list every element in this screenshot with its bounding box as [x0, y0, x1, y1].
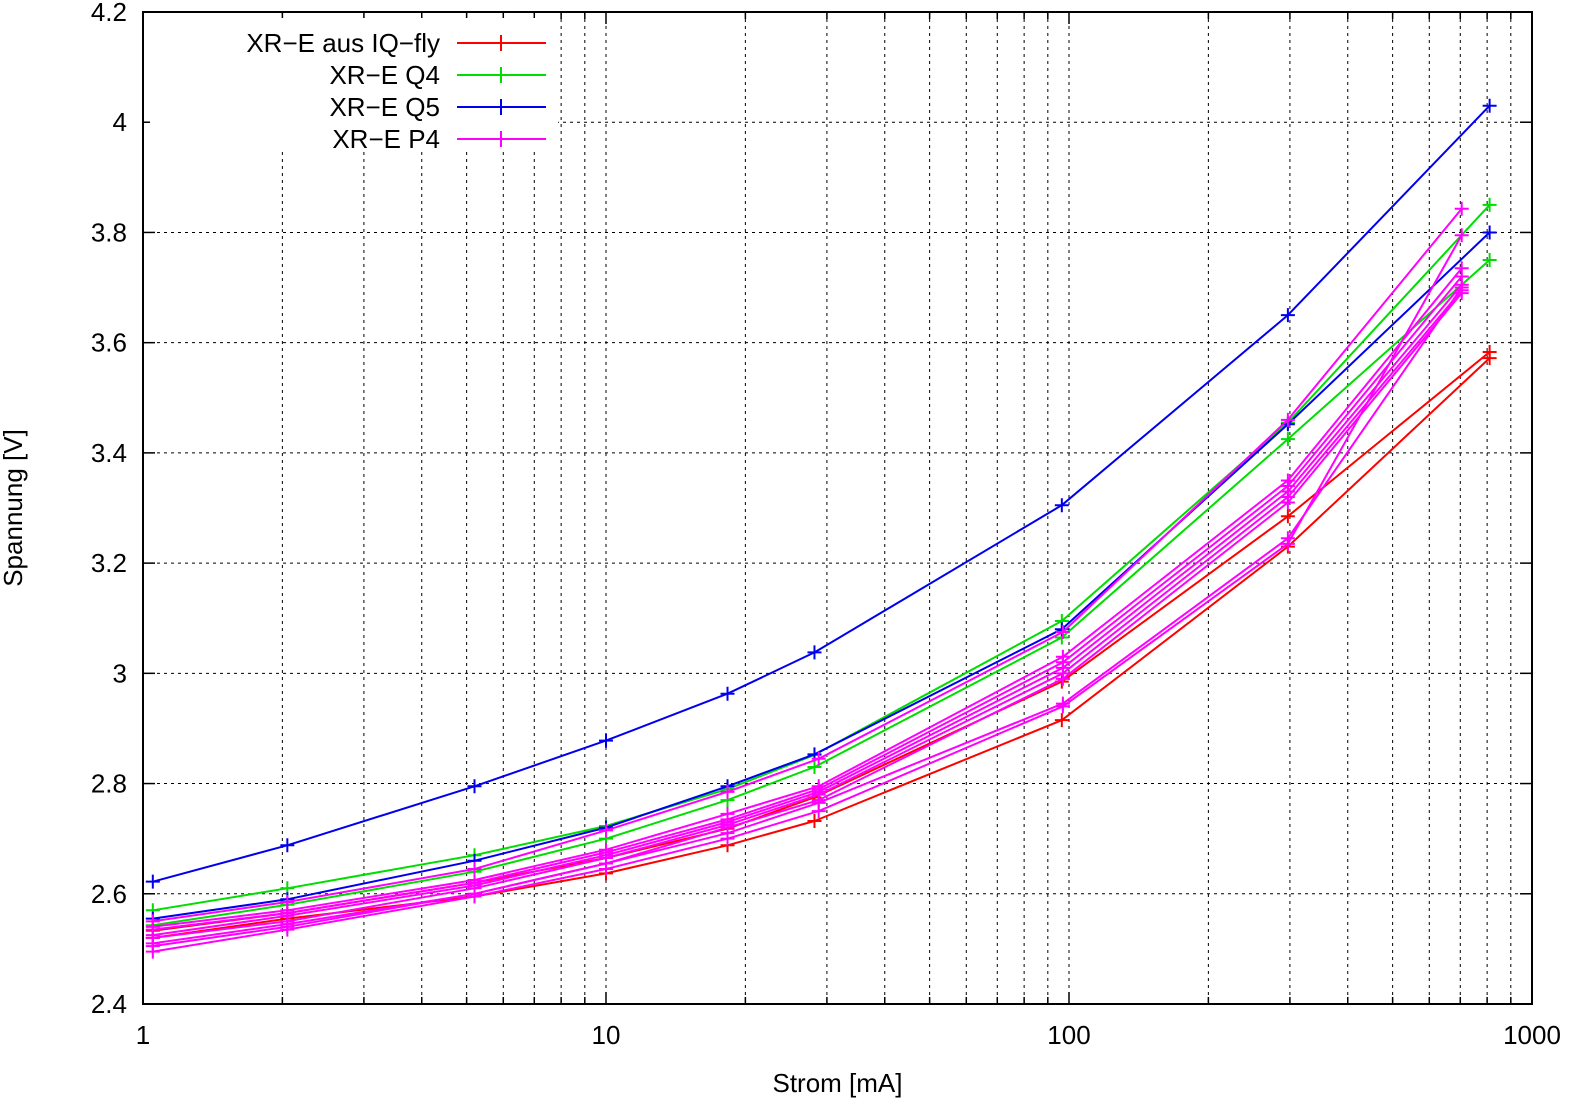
series-line — [152, 275, 1463, 931]
legend-label: XR−E Q4 — [329, 60, 440, 90]
data-point — [1054, 713, 1069, 728]
x-axis-title: Strom [mA] — [772, 1068, 902, 1098]
data-point — [1055, 699, 1070, 714]
y-tick-label: 3.4 — [91, 438, 127, 468]
plot-frame — [142, 11, 1533, 1005]
data-point — [807, 760, 822, 775]
series-line — [152, 289, 1463, 939]
series-line — [152, 287, 1463, 948]
data-point — [599, 733, 613, 748]
data-point — [145, 874, 160, 889]
data-point — [720, 784, 735, 799]
y-tick-label: 3 — [113, 658, 127, 688]
y-tick-label: 3.8 — [91, 217, 127, 247]
y-tick-label: 2.4 — [91, 989, 127, 1019]
y-tick-label: 3.6 — [91, 328, 127, 358]
data-point — [811, 804, 826, 819]
data-point — [1280, 495, 1295, 510]
grid — [143, 12, 1532, 1004]
data-point — [599, 861, 613, 876]
y-tick-label: 2.8 — [91, 769, 127, 799]
series-line — [152, 284, 1463, 937]
axis-ticks: 2.4 2.6 2.8 3 3.2 3.4 3.6 3.8 4 4.2 1 10 100 1000 — [91, 0, 1561, 1050]
x-tick-label: 10 — [592, 1020, 621, 1050]
x-tick-label: 1 — [136, 1020, 150, 1050]
data-point — [1280, 432, 1295, 447]
data-point — [1454, 228, 1469, 243]
data-point — [467, 779, 482, 794]
data-point — [467, 889, 482, 904]
data-point — [1055, 671, 1070, 686]
data-point — [1280, 308, 1295, 323]
series-line — [152, 292, 1463, 945]
data-point — [1482, 345, 1497, 360]
data-point — [280, 922, 295, 937]
series-line — [152, 204, 1491, 912]
data-point — [1280, 536, 1295, 551]
y-tick-label: 3.2 — [91, 548, 127, 578]
series-line — [152, 267, 1463, 928]
data-point — [1482, 98, 1497, 113]
data-point — [1055, 625, 1070, 639]
y-tick-label: 4.2 — [91, 0, 127, 27]
y-tick-label: 2.6 — [91, 879, 127, 909]
series-line — [152, 231, 1491, 920]
x-tick-label: 100 — [1047, 1020, 1090, 1050]
data-point — [280, 838, 295, 853]
data-point — [1482, 253, 1497, 267]
data-point — [599, 823, 613, 838]
data-point — [807, 645, 822, 660]
data-point — [1454, 280, 1469, 295]
data-point — [1482, 225, 1497, 240]
data-point — [1280, 412, 1295, 427]
series-line — [152, 105, 1491, 883]
data-point — [1482, 197, 1497, 212]
data-point — [720, 831, 735, 846]
data-point — [145, 944, 160, 959]
legend-label: XR−E Q5 — [329, 92, 440, 122]
data-point — [720, 686, 735, 701]
x-tick-label: 1000 — [1503, 1020, 1561, 1050]
data-point — [1280, 509, 1295, 524]
y-tick-label: 4 — [113, 107, 127, 137]
data-point — [1454, 201, 1469, 216]
legend-background — [150, 18, 558, 152]
data-point — [1054, 498, 1069, 513]
y-axis-title: Spannung [V] — [0, 429, 28, 587]
legend-label: XR−E P4 — [332, 124, 440, 154]
data-point — [811, 751, 826, 766]
plot-series — [145, 98, 1497, 959]
data-point — [807, 814, 822, 829]
legend-label: XR−E aus IQ−fly — [246, 28, 440, 58]
